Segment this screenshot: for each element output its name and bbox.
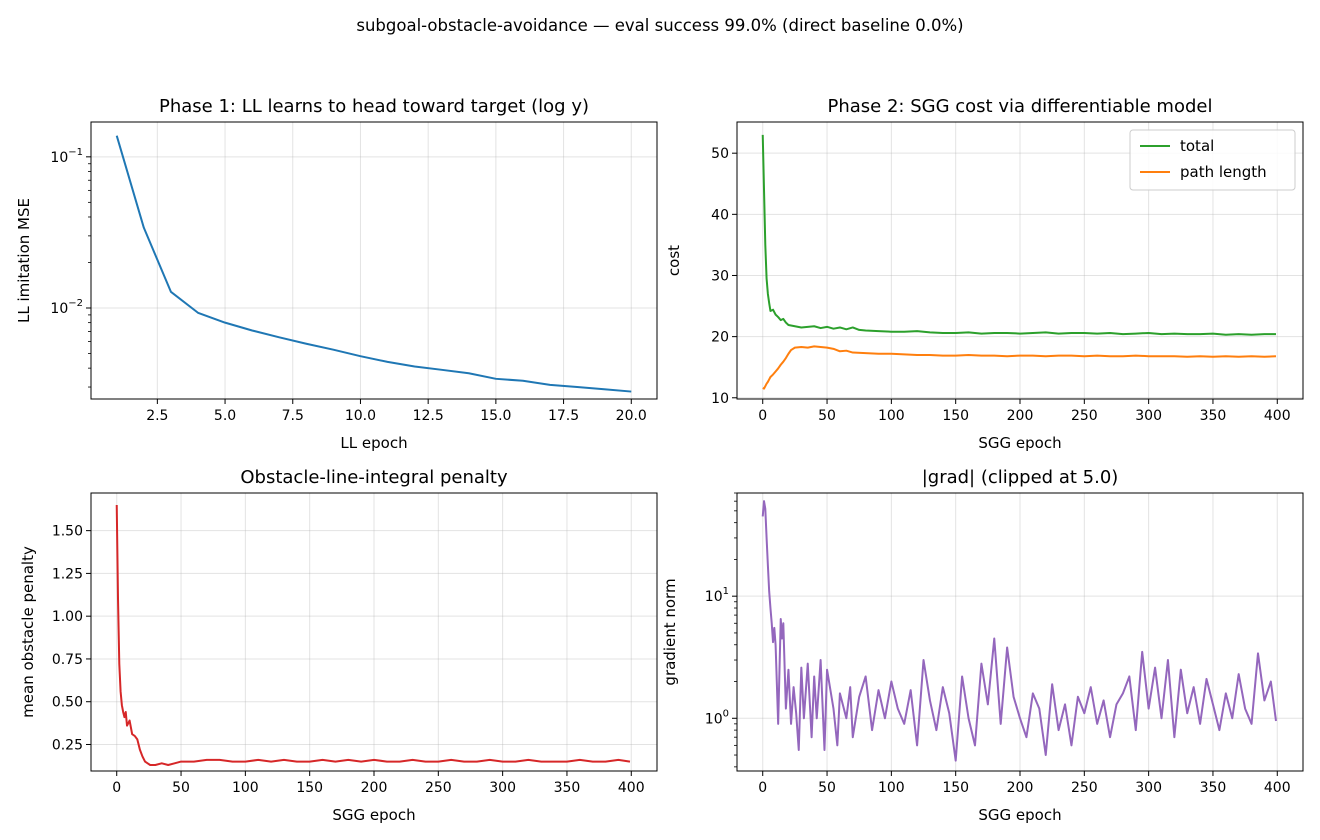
y-tick-label: 40	[711, 207, 729, 223]
y-axis-label-p4: gradient norm	[661, 578, 679, 685]
x-tick-label: 0	[112, 780, 121, 796]
x-tick-label: 10.0	[345, 408, 376, 424]
panel-p1: 2.5 5.0 7.5 10.0 12.5 15.0 17.5 20.010−210−1Pha…	[15, 96, 658, 452]
panel-title-p3: Obstacle-line-integral penalty	[240, 467, 508, 488]
panel-title-p4: |grad| (clipped at 5.0)	[922, 467, 1119, 488]
y-axis-label-p2: cost	[665, 245, 683, 276]
grid-p1	[91, 122, 657, 399]
x-tick-label: 250	[425, 780, 452, 796]
axes-frame-p1	[90, 121, 658, 400]
x-tick-label: 5.0	[214, 408, 236, 424]
grid-p2	[737, 122, 1303, 399]
panel-p2: 0 50 100 150 200 250 300 350 400 10 20 30 40 50 Phase …	[665, 96, 1304, 452]
x-tick-label: 200	[361, 780, 388, 796]
y-tick-label: 10	[711, 391, 729, 407]
x-axis-label-p2: SGG epoch	[978, 434, 1061, 452]
x-tick-label: 2.5	[146, 408, 168, 424]
y-ticks-p2: 10 20 30 40 50	[711, 146, 737, 407]
x-tick-label: 50	[818, 780, 836, 796]
x-tick-label: 300	[489, 780, 516, 796]
panel-title-p2: Phase 2: SGG cost via differentiable mod…	[828, 96, 1213, 117]
y-ticks-p3: 0.25 0.50 0.75 1.00 1.25 1.50	[52, 524, 91, 753]
y-axis-label-p3: mean obstacle penalty	[19, 546, 37, 718]
x-tick-label: 250	[1071, 780, 1098, 796]
x-tick-label: 12.5	[413, 408, 444, 424]
y-tick-label: 1.25	[52, 566, 83, 582]
x-tick-label: 7.5	[282, 408, 304, 424]
x-tick-label: 300	[1135, 408, 1162, 424]
x-ticks-p1: 2.5 5.0 7.5 10.0 12.5 15.0 17.5 20.0	[146, 399, 647, 424]
legend-label: total	[1180, 137, 1214, 155]
x-tick-label: 300	[1135, 780, 1162, 796]
y-tick-label: 0.50	[52, 695, 83, 711]
x-axis-label-p1: LL epoch	[340, 434, 407, 452]
x-tick-label: 150	[942, 408, 969, 424]
y-tick-label: 50	[711, 146, 729, 162]
x-tick-label: 250	[1071, 408, 1098, 424]
x-tick-label: 15.0	[480, 408, 511, 424]
x-tick-label: 17.5	[548, 408, 579, 424]
x-tick-label: 200	[1007, 780, 1034, 796]
x-tick-label: 0	[758, 780, 767, 796]
x-tick-label: 400	[1264, 780, 1291, 796]
series-line-p2-1	[762, 345, 1277, 390]
x-ticks-p3: 0 50 100 150 200 250 300 350 400	[112, 771, 645, 796]
x-tick-label: 20.0	[616, 408, 647, 424]
y-tick-label: 0.25	[52, 737, 83, 753]
y-tick-label: 20	[711, 330, 729, 346]
x-tick-label: 400	[618, 780, 645, 796]
x-tick-label: 50	[172, 780, 190, 796]
x-ticks-p2: 0 50 100 150 200 250 300 350 400	[758, 399, 1291, 424]
series-line-p1-0	[115, 135, 632, 393]
panels: 2.5 5.0 7.5 10.0 12.5 15.0 17.5 20.010−210−1Pha…	[15, 96, 1304, 824]
series-line-p4-0	[761, 500, 1277, 762]
panel-p3: 0 50 100 150 200 250 300 350 400 0.25 0.50 0.75 1.00…	[19, 467, 658, 824]
x-tick-label: 350	[554, 780, 581, 796]
x-tick-label: 350	[1200, 408, 1227, 424]
y-tick-label: 1.00	[52, 609, 83, 625]
legend-box	[1129, 129, 1296, 191]
x-tick-label: 100	[232, 780, 259, 796]
x-tick-label: 350	[1200, 780, 1227, 796]
y-tick-label: 1.50	[52, 524, 83, 540]
x-tick-label: 100	[878, 408, 905, 424]
y-tick-label: 30	[711, 268, 729, 284]
legend-label: path length	[1180, 163, 1267, 181]
x-tick-label: 0	[758, 408, 767, 424]
figure-suptitle: subgoal-obstacle-avoidance — eval succes…	[356, 16, 963, 35]
x-axis-label-p3: SGG epoch	[332, 806, 415, 824]
x-tick-label: 100	[878, 780, 905, 796]
x-tick-label: 150	[942, 780, 969, 796]
x-tick-label: 150	[296, 780, 323, 796]
series-line-p2-0	[761, 134, 1276, 336]
legend-p2: total path length	[1129, 129, 1296, 191]
series-line-p3-0	[115, 504, 631, 767]
panel-title-p1: Phase 1: LL learns to head toward target…	[159, 96, 589, 117]
y-tick-label: 0.75	[52, 652, 83, 668]
x-ticks-p4: 0 50 100 150 200 250 300 350 400	[758, 771, 1291, 796]
y-axis-label-p1: LL imitation MSE	[15, 198, 33, 323]
grid-p3	[91, 493, 657, 771]
x-tick-label: 400	[1264, 408, 1291, 424]
x-tick-label: 50	[818, 408, 836, 424]
x-tick-label: 200	[1007, 408, 1034, 424]
x-axis-label-p4: SGG epoch	[978, 806, 1061, 824]
